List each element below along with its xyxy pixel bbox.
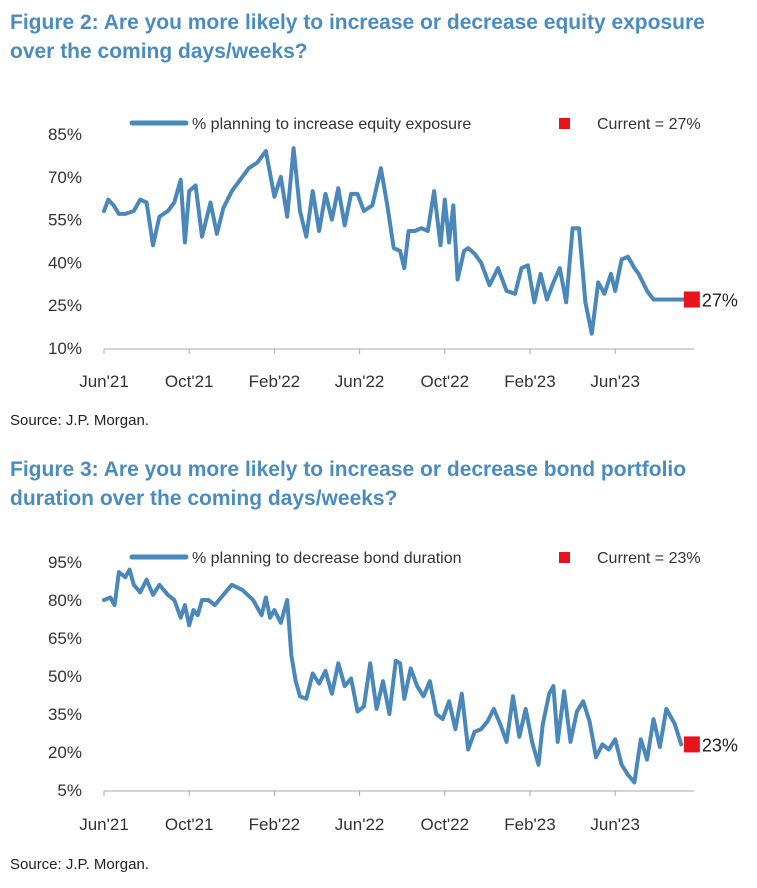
y-tick-label: 40% (48, 253, 82, 272)
current-value-label: 23% (702, 735, 738, 755)
legend-marker-swatch (559, 552, 570, 563)
x-tick-label: Jun'21 (79, 815, 129, 834)
x-tick-label: Jun'22 (335, 815, 385, 834)
series-line (102, 146, 686, 336)
current-value-label: 27% (702, 290, 738, 310)
x-tick-label: Feb'22 (249, 815, 300, 834)
legend-line-label: % planning to increase equity exposure (192, 116, 471, 133)
figure-2-source: Source: J.P. Morgan. (10, 412, 149, 429)
equity-exposure-chart: 10% 25% 40% 55% 70% 85% Jun'21 Oct'21 Feb'22 Jun'… (48, 116, 738, 391)
legend-line-label: % planning to decrease bond duration (192, 550, 462, 567)
current-value-marker (683, 291, 700, 308)
x-tick-label: Jun'23 (590, 372, 640, 391)
x-tick-label: Jun'22 (335, 372, 385, 391)
y-tick-label: 80% (48, 591, 82, 610)
x-tick-label: Jun'21 (79, 372, 129, 391)
y-tick-label: 65% (48, 629, 82, 648)
x-tick-label: Feb'22 (249, 372, 300, 391)
current-value-marker (683, 736, 700, 753)
x-tick-label: Feb'23 (504, 815, 555, 834)
legend-marker-swatch (559, 118, 570, 129)
x-tick-label: Feb'23 (504, 372, 555, 391)
legend-marker-label: Current = 27% (597, 116, 701, 133)
y-tick-label: 35% (48, 705, 82, 724)
y-tick-label: 55% (48, 211, 82, 230)
figure-3-source: Source: J.P. Morgan. (10, 856, 149, 873)
y-tick-label: 10% (48, 339, 82, 358)
figure-3-title: Figure 3: Are you more likely to increas… (10, 458, 687, 510)
x-tick-label: Oct'22 (420, 815, 469, 834)
x-tick-label: Oct'21 (165, 815, 214, 834)
bond-duration-chart: 5% 20% 35% 50% 65% 80% 95% Jun'21 Oct'21 Feb'22 Ju… (48, 550, 738, 834)
y-tick-label: 20% (48, 743, 82, 762)
y-tick-label: 95% (48, 553, 82, 572)
x-tick-label: Oct'22 (420, 372, 469, 391)
series-line (102, 567, 684, 785)
x-tick-label: Oct'21 (165, 372, 214, 391)
y-tick-label: 5% (57, 781, 82, 800)
y-tick-label: 85% (48, 125, 82, 144)
legend-marker-label: Current = 23% (597, 550, 701, 567)
y-tick-label: 70% (48, 168, 82, 187)
y-tick-label: 25% (48, 296, 82, 315)
x-tick-label: Jun'23 (590, 815, 640, 834)
y-tick-label: 50% (48, 667, 82, 686)
figure-2-title: Figure 2: Are you more likely to increas… (10, 11, 705, 63)
